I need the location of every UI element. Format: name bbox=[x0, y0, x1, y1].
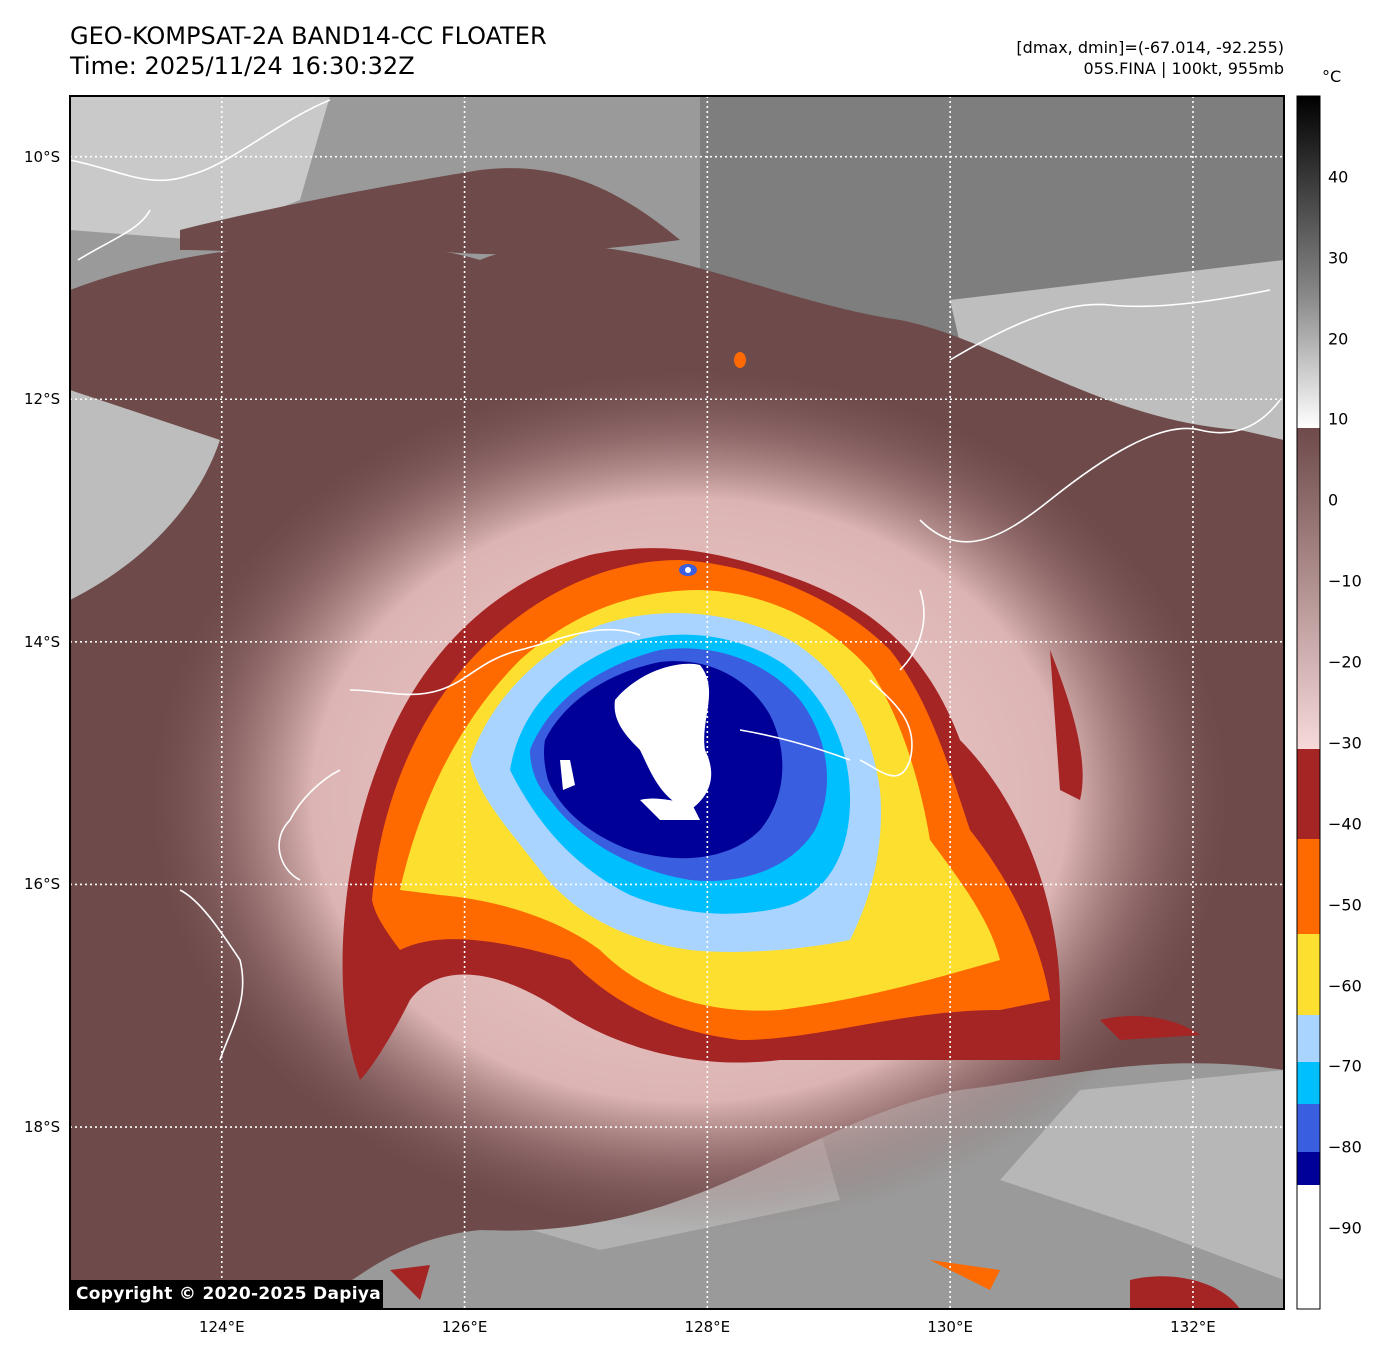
colorbar-tick-label: −40 bbox=[1328, 814, 1362, 834]
gridlines bbox=[70, 96, 1284, 1309]
lat-tick-label: 10°S bbox=[24, 147, 61, 166]
lat-tick-label: 14°S bbox=[24, 632, 61, 651]
colorbar-tick-label: −70 bbox=[1328, 1056, 1362, 1076]
colorbar-tick-label: −20 bbox=[1328, 652, 1362, 672]
lat-tick-label: 16°S bbox=[24, 875, 61, 894]
colorbar-tick-label: 20 bbox=[1328, 329, 1349, 349]
ir-imagery bbox=[70, 96, 1284, 1309]
lon-tick-label: 130°E bbox=[927, 1318, 973, 1336]
colorbar-tick-label: −90 bbox=[1328, 1218, 1362, 1238]
lon-tick-label: 132°E bbox=[1170, 1318, 1216, 1336]
lat-tick-label: 18°S bbox=[24, 1118, 61, 1137]
lat-tick-label: 12°S bbox=[24, 390, 61, 409]
colorbar-tick-label: −10 bbox=[1328, 571, 1362, 591]
colorbar-unit: °C bbox=[1322, 67, 1342, 86]
colorbar bbox=[1296, 95, 1321, 1310]
colorbar-tick-label: −30 bbox=[1328, 733, 1362, 753]
colorbar-tick-label: 0 bbox=[1328, 490, 1339, 510]
chart-title: GEO-KOMPSAT-2A BAND14-CC FLOATER bbox=[70, 22, 547, 50]
colorbar-tick-label: −50 bbox=[1328, 895, 1362, 915]
plot-frame bbox=[69, 95, 1285, 1310]
lon-tick-label: 128°E bbox=[684, 1318, 731, 1336]
lon-tick-label: 126°E bbox=[441, 1318, 488, 1336]
chart-time: Time: 2025/11/24 16:30:32Z bbox=[70, 52, 415, 80]
data-range-label: [dmax, dmin]=(-67.014, -92.255) bbox=[1016, 38, 1284, 57]
copyright-notice: Copyright © 2020-2025 Dapiya bbox=[70, 1280, 383, 1308]
colorbar-tick-label: −60 bbox=[1328, 976, 1362, 996]
colorbar-tick-label: 30 bbox=[1328, 248, 1349, 268]
colorbar-tick-label: 10 bbox=[1328, 409, 1349, 429]
lon-tick-label: 124°E bbox=[198, 1318, 245, 1336]
colorbar-tick-label: 40 bbox=[1328, 167, 1349, 187]
colorbar-tick-label: −80 bbox=[1328, 1137, 1362, 1157]
storm-info-label: 05S.FINA | 100kt, 955mb bbox=[1083, 59, 1284, 78]
